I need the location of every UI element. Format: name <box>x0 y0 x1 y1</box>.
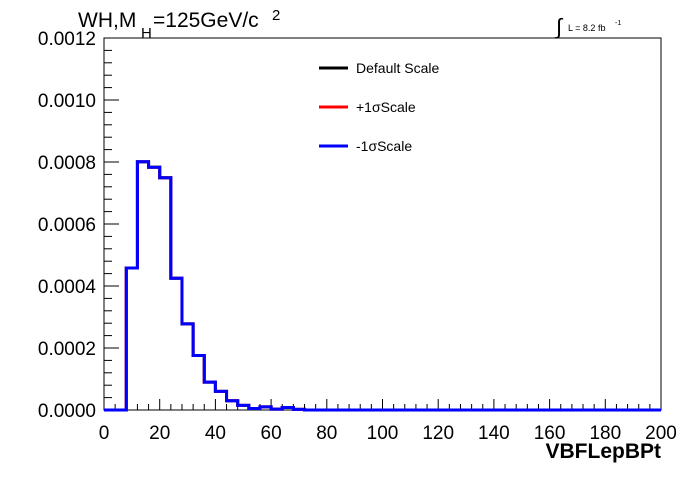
plot-frame <box>103 37 662 411</box>
x-axis: 0 20 40 60 80 100 120 140 160 180 200 <box>99 399 677 444</box>
y-tick-label: 0.0010 <box>38 91 96 112</box>
x-tick-label: 20 <box>149 423 170 444</box>
y-tick-label: 0.0004 <box>38 277 97 298</box>
legend-label-2: +1σScale <box>356 99 416 115</box>
lumi-integral-sign: ∫ <box>554 14 564 39</box>
lumi-label-sup: -1 <box>615 20 621 27</box>
series-layer <box>104 160 661 412</box>
series-line-1 <box>104 160 661 412</box>
x-tick-label: 40 <box>205 423 226 444</box>
y-axis: 0.0000 0.0002 0.0004 0.0006 0.0008 0.0010 0.00… <box>38 29 119 422</box>
x-tick-label: 180 <box>589 423 621 444</box>
legend-label-3: -1σScale <box>356 138 412 154</box>
y-tick-label: 0.0000 <box>38 401 96 422</box>
y-tick-label: 0.0002 <box>38 339 96 360</box>
series-line-2 <box>104 160 661 412</box>
x-tick-label: 120 <box>422 423 454 444</box>
chart-title-sub: H <box>141 25 152 42</box>
chart-title-sup: 2 <box>272 7 280 24</box>
x-tick-label: 60 <box>261 423 282 444</box>
lumi-label: L = 8.2 fb <box>568 23 605 33</box>
chart-title-rest: =125GeV/c <box>153 9 259 32</box>
legend-label-1: Default Scale <box>356 60 439 76</box>
x-axis-label: VBFLepBPt <box>546 440 662 463</box>
chart-title-main: WH,M <box>78 9 136 32</box>
y-tick-label: 0.0006 <box>38 215 96 236</box>
y-tick-label: 0.0008 <box>38 153 96 174</box>
x-tick-label: 200 <box>645 423 677 444</box>
x-tick-label: 80 <box>316 423 337 444</box>
x-tick-label: 140 <box>478 423 510 444</box>
x-tick-label: 100 <box>367 423 399 444</box>
series-line-3 <box>104 160 661 412</box>
x-tick-label: 160 <box>534 423 566 444</box>
x-tick-label: 0 <box>99 423 110 444</box>
legend: Default Scale +1σScale -1σScale <box>319 60 439 154</box>
y-tick-label: 0.0012 <box>38 29 96 50</box>
